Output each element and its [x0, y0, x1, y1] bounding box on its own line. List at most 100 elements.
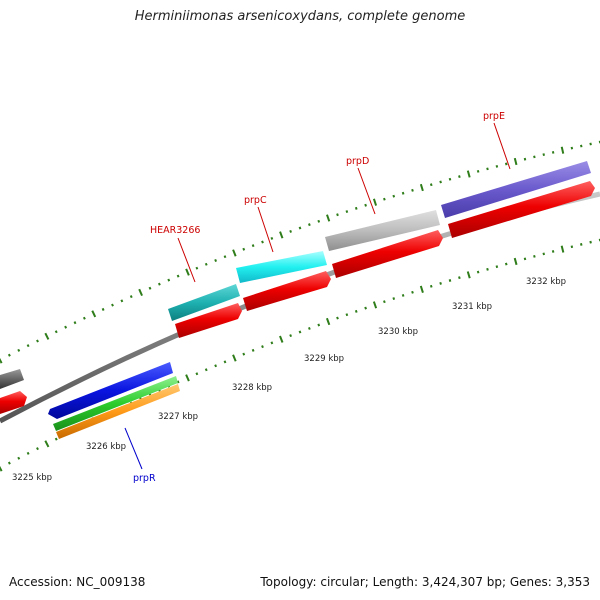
outer-ring-minor-tick: [589, 142, 592, 146]
outer-ring-minor-tick: [289, 229, 292, 233]
kbp-label-3232: 3232 kbp: [526, 277, 566, 287]
inner-ring-minor-tick: [486, 267, 489, 271]
cds-arrow-4: [448, 181, 595, 238]
pointer-prpR: [124, 427, 143, 470]
cds-arrow-3: [332, 230, 443, 278]
inner-ring-major-tick: [44, 440, 50, 448]
inner-ring-minor-tick: [523, 257, 527, 261]
inner-ring-minor-tick: [308, 326, 311, 330]
inner-ring-minor-tick: [223, 360, 227, 364]
inner-ring-major-tick: [466, 271, 471, 279]
inner-ring-minor-tick: [7, 461, 11, 465]
pointer-hear3266: [177, 237, 196, 283]
outer-ring-minor-tick: [251, 244, 255, 248]
cds-arrow-1: [175, 303, 242, 338]
inner-ring-major-tick: [279, 335, 284, 343]
inner-ring-minor-tick: [364, 306, 367, 310]
outer-ring-major-tick: [372, 198, 378, 206]
inner-ring-minor-tick: [429, 284, 433, 288]
label-prpD: prpD: [346, 156, 369, 167]
inner-ring-minor-tick: [579, 243, 583, 246]
inner-ring-major-tick: [0, 465, 3, 472]
outer-ring-minor-tick: [223, 255, 227, 259]
inner-ring-major-tick: [185, 374, 190, 382]
inner-ring-minor-tick: [533, 254, 536, 258]
outer-ring-major-tick: [138, 288, 143, 297]
inner-ring-major-tick: [513, 257, 518, 266]
outer-ring-minor-tick: [345, 210, 349, 213]
label-prpC: prpC: [244, 195, 267, 206]
outer-ring-major-tick: [91, 310, 97, 318]
inner-tick-ring: [0, 238, 600, 472]
pointer-prpE: [493, 122, 511, 170]
inner-ring-major-tick: [325, 317, 331, 326]
inner-ring-minor-tick: [298, 330, 302, 334]
outer-ring-minor-tick: [298, 226, 302, 230]
inner-ring-major-tick: [419, 285, 424, 293]
inner-ring-minor-tick: [458, 276, 461, 280]
kbp-label-3231: 3231 kbp: [452, 302, 492, 312]
outer-ring-major-tick: [185, 268, 190, 276]
inner-ring-minor-tick: [214, 364, 218, 368]
outer-ring-minor-tick: [54, 330, 58, 334]
map-title: Herminiimonas arsenicoxydans, complete g…: [134, 9, 466, 24]
inner-ring-minor-tick: [542, 252, 546, 256]
inner-ring-minor-tick: [242, 352, 246, 356]
inner-ring-minor-tick: [411, 290, 414, 294]
label-prpE: prpE: [483, 111, 505, 122]
inner-ring-major-tick: [372, 301, 378, 309]
inner-ring-minor-tick: [354, 309, 358, 313]
inner-ring-minor-tick: [26, 451, 30, 455]
inner-ring-major-tick: [560, 245, 565, 253]
outer-ring-minor-tick: [26, 344, 30, 348]
inner-ring-minor-tick: [251, 348, 255, 352]
inner-ring-minor-tick: [476, 270, 480, 274]
outer-ring-minor-tick: [551, 151, 555, 154]
outer-ring-major-tick: [279, 231, 284, 239]
gene-prpR-arrow-blue: [48, 362, 173, 419]
gene-prpR-orange-bar: [56, 384, 180, 439]
outer-ring-minor-tick: [458, 175, 461, 179]
gene-prpE-box: [441, 161, 591, 218]
outer-ring-minor-tick: [120, 299, 124, 303]
outer-ring-minor-tick: [383, 197, 386, 201]
outer-ring-minor-tick: [411, 188, 414, 192]
kbp-label-3227: 3227 kbp: [158, 412, 198, 422]
inner-ring-minor-tick: [54, 437, 58, 441]
outer-ring-minor-tick: [476, 169, 480, 173]
gene-hear3266-box: [168, 284, 240, 321]
inner-ring-minor-tick: [345, 313, 349, 317]
inner-ring-minor-tick: [495, 265, 499, 269]
outer-ring-minor-tick: [504, 162, 508, 166]
outer-ring-minor-tick: [64, 325, 68, 329]
outer-ring-minor-tick: [73, 321, 77, 325]
outer-ring-minor-tick: [176, 274, 180, 278]
outer-tick-ring: [0, 140, 600, 364]
gene-prpD-box: [325, 210, 440, 251]
outer-ring-minor-tick: [17, 348, 21, 352]
inner-ring-minor-tick: [317, 323, 321, 327]
gene-arrow-left-gray: [0, 369, 24, 389]
inner-ring-minor-tick: [204, 368, 208, 372]
outer-ring-minor-tick: [317, 219, 321, 223]
kbp-label-3230: 3230 kbp: [378, 327, 418, 337]
cds-arrow-2: [243, 271, 331, 311]
inner-ring-minor-tick: [36, 447, 39, 451]
outer-ring-minor-tick: [448, 177, 452, 181]
label-hear3266: HEAR3266: [150, 225, 200, 236]
inner-ring-minor-tick: [383, 300, 386, 304]
inner-ring-minor-tick: [289, 334, 292, 338]
outer-ring-minor-tick: [157, 282, 161, 286]
kbp-label-3226: 3226 kbp: [86, 442, 126, 452]
outer-ring-minor-tick: [542, 153, 546, 157]
inner-ring-minor-tick: [551, 250, 555, 253]
outer-ring-minor-tick: [167, 278, 171, 282]
outer-ring-minor-tick: [486, 167, 489, 171]
outer-ring-major-tick: [419, 183, 424, 192]
outer-ring-minor-tick: [439, 180, 442, 184]
outer-ring-minor-tick: [523, 157, 527, 161]
outer-ring-minor-tick: [204, 262, 208, 266]
inner-ring-major-tick: [232, 354, 237, 362]
inner-ring-minor-tick: [401, 293, 405, 297]
inner-ring-minor-tick: [270, 341, 274, 345]
